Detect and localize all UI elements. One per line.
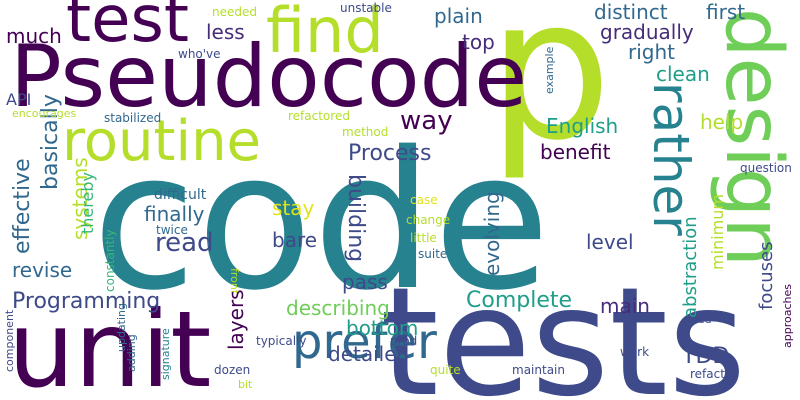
word-whove: who've bbox=[178, 47, 221, 61]
word-gradually: gradually bbox=[600, 20, 694, 44]
word-way: way bbox=[400, 106, 453, 136]
word-distinct: distinct bbox=[594, 0, 668, 24]
word-pass: pass bbox=[342, 270, 388, 294]
word-main: main bbox=[600, 294, 650, 318]
word-stay: stay bbox=[272, 196, 315, 220]
word-find: find bbox=[266, 0, 384, 67]
word-approaches: approaches bbox=[781, 284, 794, 348]
word-component: component bbox=[3, 309, 16, 372]
word-encourages: encourages bbox=[12, 107, 77, 120]
word-unstable: unstable bbox=[340, 1, 392, 15]
word-method: method bbox=[342, 125, 389, 139]
word-process: Process bbox=[348, 141, 432, 166]
word-signature: signature bbox=[159, 328, 172, 380]
word-help: help bbox=[700, 110, 744, 134]
word-refactored: refactored bbox=[288, 109, 350, 123]
word-quite: quite bbox=[430, 363, 461, 377]
word-thereby: thereby bbox=[78, 172, 97, 234]
word-adding: adding bbox=[125, 334, 138, 372]
word-routine: routine bbox=[62, 109, 262, 174]
word-abstraction: abstraction bbox=[680, 216, 701, 318]
word-refactor: refactor bbox=[690, 367, 738, 381]
word-change: change bbox=[406, 213, 451, 227]
word-top: top bbox=[462, 30, 495, 54]
word-read: read bbox=[155, 228, 214, 258]
word-level: level bbox=[586, 230, 634, 254]
word-effective: effective bbox=[10, 158, 35, 254]
word-minimum: minimum bbox=[708, 194, 727, 270]
word-api: API bbox=[6, 90, 32, 109]
word-p: p bbox=[488, 0, 612, 183]
word-code: code bbox=[92, 111, 551, 332]
word-pseudocode: Pseudocode bbox=[10, 27, 528, 127]
word-describing: describing bbox=[286, 296, 390, 320]
word-unit: unit bbox=[8, 289, 212, 400]
word-question: question bbox=[740, 161, 792, 175]
word-dozen: dozen bbox=[214, 363, 251, 377]
word-first: first bbox=[706, 0, 746, 24]
word-benefit: benefit bbox=[540, 140, 611, 164]
word-less: less bbox=[206, 20, 245, 44]
word-plain: plain bbox=[434, 4, 483, 28]
word-prefer: prefer bbox=[292, 314, 437, 370]
word-evolving: evolving bbox=[480, 191, 504, 276]
word-work: work bbox=[620, 345, 650, 359]
word-tried: tried bbox=[686, 313, 712, 326]
word-finally: finally bbox=[144, 202, 205, 226]
word-much: much bbox=[6, 24, 62, 48]
word-revise: revise bbox=[12, 258, 73, 282]
word-front: front bbox=[228, 268, 241, 295]
word-building: building bbox=[343, 174, 368, 263]
word-stabilized: stabilized bbox=[104, 111, 162, 125]
word-right: right bbox=[628, 40, 675, 64]
word-tdd: TDD bbox=[682, 344, 730, 369]
word-twice: twice bbox=[156, 223, 188, 237]
word-tests: tests bbox=[380, 256, 747, 400]
word-detailed: detailed bbox=[328, 342, 410, 366]
word-bit: bit bbox=[238, 378, 253, 391]
word-needed: needed bbox=[212, 5, 257, 19]
word-little: little bbox=[410, 231, 437, 245]
word-maintain: maintain bbox=[512, 363, 565, 377]
word-constantly: constantly bbox=[103, 229, 117, 292]
word-bottom: bottom bbox=[346, 316, 419, 340]
word-layers: layers bbox=[224, 289, 248, 350]
word-suite: suite bbox=[418, 247, 448, 261]
word-complete: Complete bbox=[466, 288, 573, 313]
word-case: case bbox=[410, 193, 438, 207]
word-example: example bbox=[543, 46, 556, 94]
word-english: English bbox=[546, 114, 619, 138]
word-clean: clean bbox=[656, 62, 710, 86]
word-programming: Programming bbox=[12, 289, 161, 314]
word-test: test bbox=[66, 0, 189, 57]
word-focuses: focuses bbox=[756, 241, 777, 310]
word-bare: bare bbox=[272, 228, 318, 252]
word-typically: typically bbox=[256, 334, 307, 348]
word-difficult: difficult bbox=[154, 187, 207, 203]
word-prod: prod bbox=[390, 334, 418, 348]
word-rather: rather bbox=[642, 82, 700, 236]
